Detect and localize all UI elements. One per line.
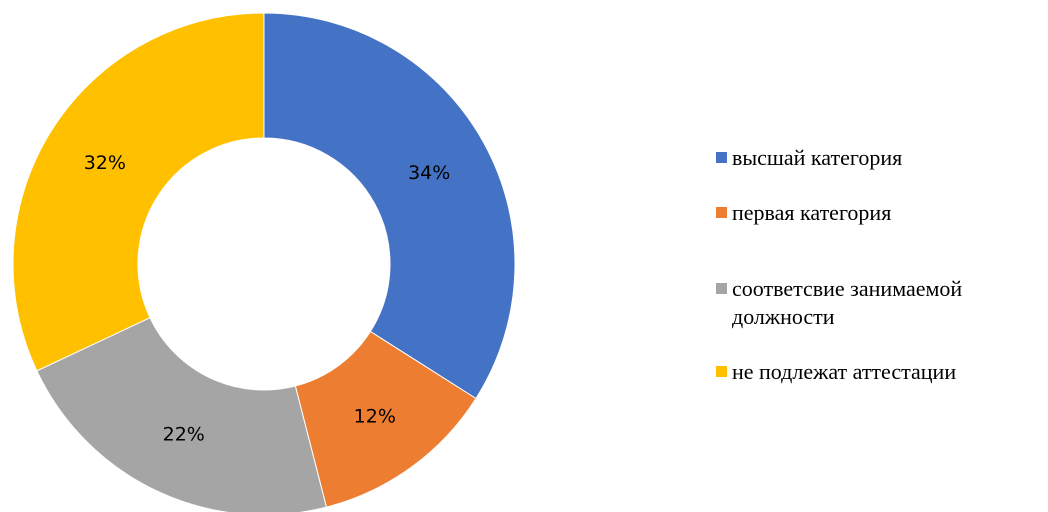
legend-label-position-compliance: соответсвие занимаемой должности [732,276,963,329]
data-label-not-subject: 32% [84,152,126,174]
data-label-position-compliance: 22% [163,424,205,446]
donut-chart: 34% 12% 22% 32% [12,12,516,512]
legend-swatch-first-category [716,207,727,218]
data-label-high-category: 34% [408,162,450,184]
legend-swatch-high-category [716,152,727,163]
legend-swatch-not-subject [716,366,727,377]
legend-label-high-category: высшай категория [732,145,903,170]
legend-item-position-compliance: соответсвие занимаемой должности [716,275,1042,331]
legend-label-first-category: первая категория [732,200,892,225]
legend-item-high-category: высшай категория [716,144,1042,172]
legend-item-first-category: первая категория [716,199,1042,227]
data-label-first-category: 12% [354,405,396,427]
legend-label-not-subject: не подлежат аттестации [732,359,957,384]
donut-slice-not-subject [12,12,265,372]
legend-swatch-position-compliance [716,283,727,294]
donut-slice-position-compliance [36,316,328,512]
donut-slice-high-category [263,12,516,400]
legend-item-not-subject: не подлежат аттестации [716,358,1042,386]
